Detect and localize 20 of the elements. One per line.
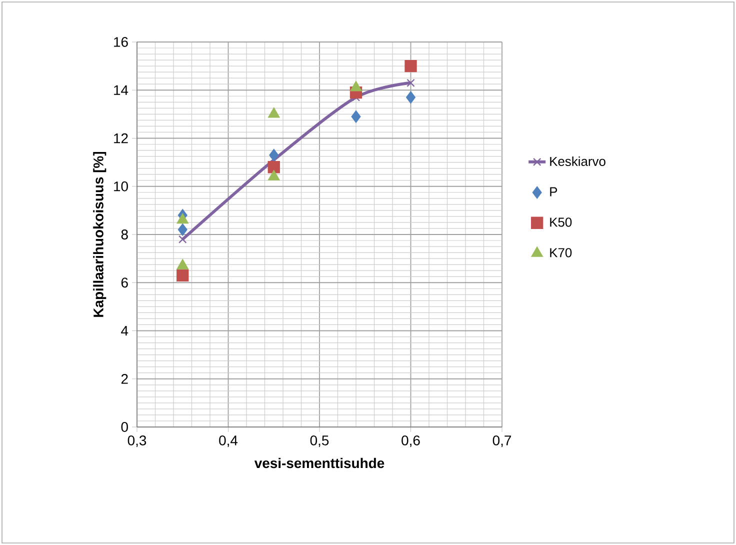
- y-tick-label: 14: [114, 85, 128, 95]
- x-tick-label: 0,3: [128, 435, 146, 448]
- x-axis-title: vesi-sementtisuhde: [254, 458, 384, 468]
- y-tick-label: 4: [121, 326, 128, 336]
- x-tick-label: 0,5: [310, 435, 329, 448]
- y-tick-label: 8: [121, 230, 128, 240]
- legend-label: Keskiarvo: [550, 156, 606, 166]
- y-tick-label: 2: [121, 374, 128, 384]
- y-tick-label: 10: [114, 181, 128, 192]
- legend-label: K70: [550, 248, 572, 258]
- x-tick-label: 0,6: [402, 435, 420, 448]
- x-tick-label: 0,4: [219, 435, 238, 448]
- y-tick-label: 0: [121, 422, 128, 432]
- y-axis-title: Kapillaarihuokoisuus [%]: [93, 152, 106, 317]
- legend-label: P: [550, 187, 558, 196]
- y-tick-label: 12: [114, 133, 128, 144]
- legend-label: K50: [550, 218, 572, 227]
- x-tick-label: 0,7: [492, 435, 511, 448]
- y-tick-label: 6: [121, 278, 128, 288]
- y-tick-label: 16: [114, 37, 128, 47]
